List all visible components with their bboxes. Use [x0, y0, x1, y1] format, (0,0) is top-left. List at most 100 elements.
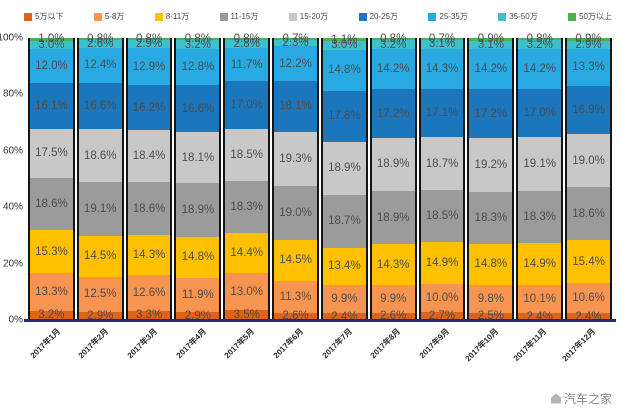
segment-value-label: 14.3% [376, 258, 410, 271]
y-tick-label: 20% [2, 258, 23, 270]
segment-5万以下: 3.5% [225, 309, 269, 321]
segment-8-11万: 14.9% [420, 242, 464, 285]
segment-11-15万: 18.6% [30, 177, 73, 231]
segment-value-label: 18.9% [328, 162, 361, 175]
segment-11-15万: 18.9% [176, 183, 220, 237]
segment-value-label: 18.6% [83, 149, 117, 162]
segment-35-50万: 3.0% [322, 39, 366, 51]
segment-5-8万: 9.9% [322, 285, 366, 314]
segment-15-20万: 17.5% [30, 128, 73, 178]
segment-35-50万: 3.1% [469, 39, 513, 51]
legend-item-11-15万: 11-15万 [219, 11, 258, 22]
segment-value-label: 13.0% [230, 285, 264, 298]
segment-25-35万: 14.3% [420, 48, 464, 90]
segment-11-15万: 18.5% [420, 190, 464, 243]
segment-value-label: 12.8% [181, 61, 215, 74]
segment-value-label: 13.3% [572, 61, 605, 74]
segment-35-50万: 3.2% [176, 39, 220, 51]
segment-20-25万: 17.0% [225, 81, 269, 130]
segment-value-label: 12.0% [35, 60, 68, 73]
segment-8-11万: 15.4% [567, 239, 610, 284]
segment-8-11万: 14.3% [127, 234, 171, 276]
segment-35-50万: 3.2% [518, 38, 562, 51]
segment-8-11万: 15.3% [30, 230, 73, 274]
segment-value-label: 18.6% [132, 202, 166, 215]
segment-value-label: 12.9% [132, 60, 166, 73]
segment-value-label: 0.8% [184, 33, 211, 46]
x-axis: 2017年1月 2017年2月 2017年3月 2017年4月 2017年5月 2017年… [28, 324, 612, 384]
segment-value-label: 14.4% [230, 247, 264, 260]
segment-value-label: 0.8% [87, 33, 114, 46]
segment-value-label: 14.5% [83, 250, 117, 263]
segment-5万以下: 2.9% [78, 309, 122, 322]
segment-value-label: 3.2% [526, 38, 553, 51]
segment-value-label: 14.8% [181, 251, 215, 264]
segment-20-25万: 17.2% [371, 89, 415, 138]
segment-value-label: 12.2% [279, 57, 312, 70]
segment-5万以下: 3.3% [127, 309, 171, 321]
segment-5-8万: 13.3% [30, 273, 73, 311]
segment-15-20万: 18.4% [127, 130, 171, 183]
segment-value-label: 0.8% [526, 33, 553, 46]
y-tick-label: 40% [2, 201, 23, 213]
x-tick-label: 2017年5月 [223, 326, 257, 361]
segment-25-35万: 14.2% [371, 49, 415, 90]
segment-value-label: 3.1% [428, 38, 456, 51]
segment-value-label: 10.0% [425, 292, 459, 305]
segment-50万以上: 0.8% [225, 33, 269, 45]
legend-item-50万以上: 50万以上 [568, 11, 612, 22]
segment-50万以上: 0.9% [469, 33, 513, 45]
segment-value-label: 9.9% [331, 293, 358, 306]
segment-50万以上: 0.8% [371, 33, 415, 45]
segment-11-15万: 18.7% [322, 194, 366, 248]
legend-item-5-8万: 5-8万 [93, 11, 124, 22]
segment-8-11万: 14.5% [78, 235, 122, 277]
segment-20-25万: 16.9% [567, 86, 610, 134]
segment-value-label: 0.9% [477, 33, 504, 46]
segment-8-11万: 14.8% [176, 236, 220, 279]
segment-value-label: 11.9% [182, 289, 214, 302]
segment-value-label: 18.3% [474, 211, 508, 224]
segment-value-label: 10.6% [572, 292, 605, 305]
x-tick-label: 2017年10月 [463, 326, 500, 364]
legend-item-5万以下: 5万以下 [24, 11, 63, 22]
segment-20-25万: 18.1% [274, 80, 317, 132]
segment-value-label: 0.8% [380, 33, 407, 46]
segment-value-label: 2.6% [87, 37, 114, 50]
segment-value-label: 2.9% [184, 309, 211, 322]
segment-value-label: 18.9% [181, 203, 215, 216]
legend-label: 25-35万 [439, 12, 468, 21]
segment-value-label: 3.2% [380, 38, 407, 51]
legend-item-25-35万: 25-35万 [428, 11, 468, 22]
x-tick-label: 2017年8月 [369, 326, 403, 361]
segment-value-label: 19.1% [523, 158, 556, 171]
segment-11-15万: 18.6% [127, 182, 171, 235]
segment-value-label: 16.6% [181, 102, 215, 115]
segment-value-label: 17.8% [328, 110, 361, 123]
segment-value-label: 3.2% [38, 309, 65, 322]
segment-11-15万: 18.3% [225, 181, 269, 233]
segment-value-label: 18.1% [279, 100, 312, 113]
segment-15-20万: 18.5% [225, 129, 269, 182]
segment-25-35万: 12.4% [78, 47, 122, 83]
segment-20-25万: 17.2% [469, 89, 513, 138]
segment-value-label: 14.3% [132, 248, 166, 261]
segment-35-50万: 2.6% [78, 37, 122, 50]
segment-15-20万: 19.3% [274, 131, 317, 187]
segment-value-label: 10.1% [523, 292, 556, 305]
y-tick-label: 100% [0, 32, 23, 44]
segment-11-15万: 19.1% [78, 181, 122, 236]
segment-value-label: 18.9% [376, 158, 410, 171]
segment-25-35万: 12.8% [176, 49, 220, 86]
segment-value-label: 17.2% [474, 107, 508, 120]
segment-value-label: 14.2% [474, 63, 508, 76]
segment-25-35万: 14.2% [469, 49, 513, 90]
segment-5-8万: 9.9% [371, 284, 415, 313]
segment-value-label: 2.9% [87, 309, 114, 322]
segment-value-label: 14.8% [328, 64, 361, 77]
segment-35-50万: 2.3% [274, 37, 317, 49]
segment-value-label: 2.9% [575, 38, 602, 51]
segment-value-label: 13.4% [328, 260, 361, 273]
segment-value-label: 18.4% [132, 150, 166, 163]
segment-50万以上: 0.7% [274, 33, 317, 45]
